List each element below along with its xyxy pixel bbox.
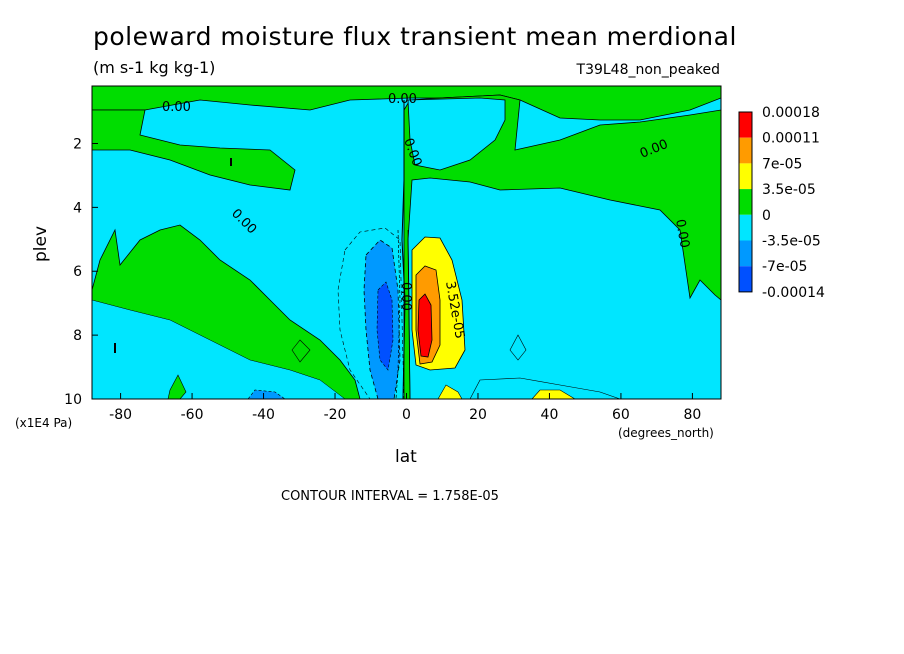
legend-label: 7e-05 — [762, 156, 802, 172]
north-bottom-cyan — [469, 377, 621, 399]
chart-units: (m s-1 kg kg-1) — [93, 58, 216, 77]
legend-label: 0.00018 — [762, 105, 820, 121]
small-green-blob-1 — [291, 339, 311, 363]
x-tick-label: -60 — [181, 407, 204, 423]
y-axis-label: plev — [31, 225, 51, 262]
legend-swatch — [739, 189, 752, 215]
south-bottom-cyan — [92, 299, 346, 399]
equator-contour-3 — [407, 229, 411, 399]
legend-label: 0 — [762, 208, 771, 224]
filled-contours: 0.00 0.00 0.00 0.00 0.00 0.00 0.00 3.52e… — [92, 86, 721, 399]
left-green-lobe — [92, 109, 296, 191]
legend-swatch — [739, 112, 752, 138]
negative-core-inner — [376, 281, 394, 371]
legend-frame — [738, 111, 753, 293]
x-tick-label: 20 — [469, 407, 487, 423]
x-tick-label: 80 — [683, 407, 701, 423]
legend-label: -7e-05 — [762, 259, 807, 275]
bottom-yellow-2 — [437, 384, 463, 399]
x-tick-label: -40 — [252, 407, 275, 423]
legend-label: 3.5e-05 — [762, 182, 816, 198]
y-axis-units: (x1E4 Pa) — [15, 416, 73, 430]
x-tick-label: -20 — [324, 407, 347, 423]
chart-title: poleward moisture flux transient mean me… — [93, 22, 737, 51]
legend-swatch — [739, 137, 752, 164]
northern-cyan-patch — [407, 97, 506, 171]
y-tick-label: 8 — [73, 328, 82, 344]
contour-label-7: 0.00 — [398, 282, 413, 311]
small-green-blob-2 — [167, 374, 187, 399]
y-tick-label: 6 — [73, 264, 82, 280]
contour-interval: CONTOUR INTERVAL = 1.758E-05 — [281, 489, 499, 504]
bottom-blue — [247, 389, 286, 399]
legend-swatch — [739, 163, 752, 190]
contour-label-1: 0.00 — [162, 100, 191, 115]
legend-swatch — [739, 266, 752, 292]
y-tick-label: 4 — [73, 200, 82, 216]
positive-red — [417, 293, 433, 358]
y-tick-label: 10 — [64, 392, 82, 408]
legend-label: 0.00011 — [762, 131, 820, 147]
contour-label-6: 0.00 — [672, 218, 692, 249]
x-tick-label: 0 — [402, 407, 411, 423]
x-axis-units: (degrees_north) — [618, 426, 714, 440]
legend-swatch — [739, 214, 752, 241]
northern-green — [403, 94, 721, 399]
equator-contour — [401, 100, 406, 399]
color-legend: 0.00018 0.00011 7e-05 3.5e-05 0 -3.5e-05 -7e-0… — [738, 105, 825, 301]
legend-label: -0.00014 — [762, 285, 825, 301]
equator-contour-2 — [395, 229, 401, 399]
legend-swatch — [739, 240, 752, 267]
x-axis-label: lat — [395, 447, 417, 467]
bottom-yellow — [531, 389, 576, 399]
small-cyan-blob — [509, 334, 527, 361]
contour-label-2: 0.00 — [388, 92, 417, 107]
x-axis-ticks: -80 -60 -40 -20 0 20 40 60 80 — [109, 393, 701, 423]
marker-2 — [114, 343, 116, 353]
y-tick-label: 2 — [73, 136, 82, 152]
x-tick-label: 40 — [541, 407, 559, 423]
legend-label: -3.5e-05 — [762, 234, 821, 250]
x-tick-label: -80 — [109, 407, 132, 423]
marker-1 — [230, 158, 232, 166]
y-axis-ticks: 2 4 6 8 10 — [64, 136, 98, 408]
x-tick-label: 60 — [612, 407, 630, 423]
dataset-name: T39L48_non_peaked — [576, 62, 720, 78]
